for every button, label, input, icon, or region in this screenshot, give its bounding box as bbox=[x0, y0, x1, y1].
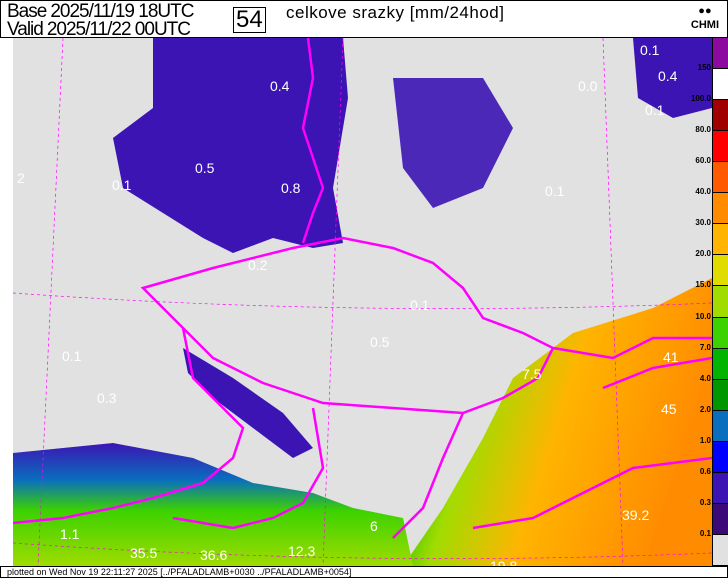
legend-label: 150 bbox=[697, 63, 711, 73]
grid-lines bbox=[12, 37, 713, 567]
value-label: 0.5 bbox=[370, 334, 390, 350]
legend-band bbox=[713, 379, 728, 411]
valid-time: Valid 2025/11/22 00UTC bbox=[7, 20, 194, 39]
logo-text: CHMI bbox=[690, 19, 719, 31]
legend-band bbox=[713, 193, 728, 225]
legend-label: 15.0 bbox=[695, 280, 711, 290]
legend-band bbox=[713, 441, 728, 473]
map-area: 0.1 0.4 0.0 0.4 0.1 0.5 0.1 2 0.8 0.1 0.2 0.1 0.5 0.1… bbox=[12, 37, 713, 574]
value-label: 0.8 bbox=[281, 180, 301, 196]
precip-south bbox=[13, 443, 413, 566]
value-label: 0.1 bbox=[545, 183, 565, 199]
legend-label: 100.0 bbox=[690, 94, 711, 104]
legend-band bbox=[713, 162, 728, 194]
value-label: 0.5 bbox=[195, 160, 215, 176]
legend-band bbox=[713, 317, 728, 349]
color-legend: 150 100.0 80.0 60.0 40.0 30.0 20.0 15.0 10.0 7.0 4… bbox=[691, 38, 728, 566]
legend-label: 0.1 bbox=[699, 528, 711, 538]
legend-band bbox=[713, 410, 728, 442]
precip-north-east bbox=[393, 78, 513, 208]
value-label: 2 bbox=[17, 170, 25, 186]
value-label: 35.5 bbox=[130, 545, 158, 561]
logo-icon: ●● bbox=[698, 5, 712, 17]
precip-alpine-band bbox=[183, 348, 313, 458]
legend-label: 2.0 bbox=[699, 404, 711, 414]
header: Base 2025/11/19 18UTC Valid 2025/11/22 00U… bbox=[0, 0, 728, 39]
value-label: 36.6 bbox=[200, 547, 228, 563]
legend-band bbox=[713, 69, 728, 101]
base-value: 2025/11/19 18UTC bbox=[50, 1, 194, 22]
legend-band bbox=[713, 38, 728, 70]
precip-ne-corner bbox=[633, 38, 712, 118]
map-title: celkove srazky [mm/24hod] bbox=[286, 3, 505, 22]
legend-band bbox=[713, 348, 728, 380]
forecast-step: 54 bbox=[233, 7, 266, 33]
value-label: 0.4 bbox=[658, 68, 678, 84]
value-label: 0.1 bbox=[640, 42, 660, 58]
value-label: 7.5 bbox=[522, 366, 542, 382]
legend-label: 40.0 bbox=[695, 187, 711, 197]
value-label: 0.1 bbox=[112, 177, 132, 193]
legend-label: 0.3 bbox=[699, 497, 711, 507]
value-label: 0.0 bbox=[578, 78, 598, 94]
border-lines bbox=[12, 37, 713, 539]
value-label: 0.1 bbox=[410, 297, 430, 313]
value-label: 0.1 bbox=[645, 102, 665, 118]
legend-label: 4.0 bbox=[699, 373, 711, 383]
legend-label: 80.0 bbox=[695, 125, 711, 135]
precip-south-east bbox=[403, 278, 712, 566]
base-time: Base 2025/11/19 18UTC bbox=[7, 2, 197, 21]
legend-label: 20.0 bbox=[695, 249, 711, 259]
legend-label: 7.0 bbox=[699, 342, 711, 352]
legend-band bbox=[713, 131, 728, 163]
footer: plotted on Wed Nov 19 22:11:27 2025 [../… bbox=[0, 566, 728, 578]
legend-label: 10.0 bbox=[695, 311, 711, 321]
map-canvas bbox=[12, 37, 713, 567]
legend-band bbox=[713, 224, 728, 256]
legend-band bbox=[713, 534, 728, 566]
base-label: Base bbox=[7, 1, 47, 22]
legend-band bbox=[713, 472, 728, 504]
value-label: 41 bbox=[663, 349, 679, 365]
value-label: 45 bbox=[661, 401, 677, 417]
legend-label: 1.0 bbox=[699, 435, 711, 445]
legend-label: 60.0 bbox=[695, 156, 711, 166]
valid-value: 2025/11/22 00UTC bbox=[46, 19, 191, 40]
valid-label: Valid bbox=[7, 19, 44, 40]
legend-label: 30.0 bbox=[695, 218, 711, 228]
legend-band bbox=[713, 286, 728, 318]
precip-north bbox=[113, 38, 348, 253]
chmi-logo: ●● CHMI bbox=[691, 4, 719, 32]
value-label: 0.2 bbox=[248, 257, 268, 273]
value-label: 0.4 bbox=[270, 78, 290, 94]
legend-band bbox=[713, 503, 728, 535]
legend-band bbox=[713, 100, 728, 132]
value-label: 0.1 bbox=[62, 348, 82, 364]
value-label: 1.1 bbox=[60, 526, 80, 542]
legend-label: 0.6 bbox=[699, 466, 711, 476]
value-label: 0.3 bbox=[97, 390, 117, 406]
value-label: 39.2 bbox=[622, 507, 650, 523]
legend-band bbox=[713, 255, 728, 287]
value-label: 6 bbox=[370, 518, 378, 534]
value-label: 12.3 bbox=[288, 543, 316, 559]
